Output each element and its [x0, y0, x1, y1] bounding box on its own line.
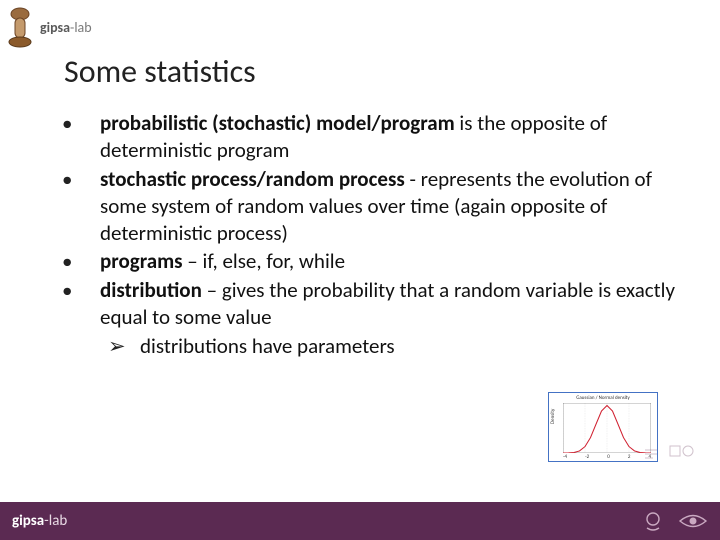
- xtick-label: 2: [628, 454, 631, 460]
- sub-list: distributions have parameters: [100, 333, 680, 360]
- footer-icons: [642, 510, 708, 532]
- gipsa-logo-icon: [6, 6, 34, 48]
- bullet-item: probabilistic (stochastic) model/program…: [40, 110, 680, 164]
- chart-svg: [563, 403, 651, 453]
- head-icon: [642, 510, 664, 532]
- decor-icons: [640, 440, 700, 480]
- bullet-list: probabilistic (stochastic) model/program…: [40, 110, 680, 360]
- bullet-item: programs – if, else, for, while: [40, 248, 680, 275]
- slide-title: Some statistics: [64, 52, 256, 91]
- bullet-item: stochastic process/random process - repr…: [40, 166, 680, 247]
- slide-body: probabilistic (stochastic) model/program…: [40, 110, 680, 362]
- sub-item: distributions have parameters: [100, 333, 680, 360]
- xtick-label: -2: [585, 454, 589, 460]
- xtick-label: 0: [607, 454, 610, 460]
- chart-plot-area: [563, 403, 651, 453]
- brand-text: gipsa-lab: [40, 19, 92, 36]
- chart-title: Gaussian / Normal density: [549, 393, 657, 401]
- chart-xticks: -4-2024: [563, 454, 651, 460]
- chart-ylabel: Density: [550, 409, 556, 424]
- slide: { "brand": { "bold": "gipsa", "light": "…: [0, 0, 720, 540]
- eye-icon: [678, 512, 708, 530]
- bullet-item: distribution – gives the probability tha…: [40, 277, 680, 360]
- bullet-rest: – if, else, for, while: [183, 248, 345, 274]
- xtick-label: -4: [563, 454, 567, 460]
- header: gipsa-lab: [6, 6, 92, 48]
- bullet-bold: programs: [100, 248, 183, 274]
- bullet-bold: stochastic process/random process: [100, 166, 405, 192]
- bullet-bold: probabilistic (stochastic) model/program: [100, 110, 455, 136]
- bullet-bold: distribution: [100, 277, 202, 303]
- footer-bar: gipsa-lab: [0, 502, 720, 540]
- footer-brand: gipsa-lab: [12, 512, 67, 530]
